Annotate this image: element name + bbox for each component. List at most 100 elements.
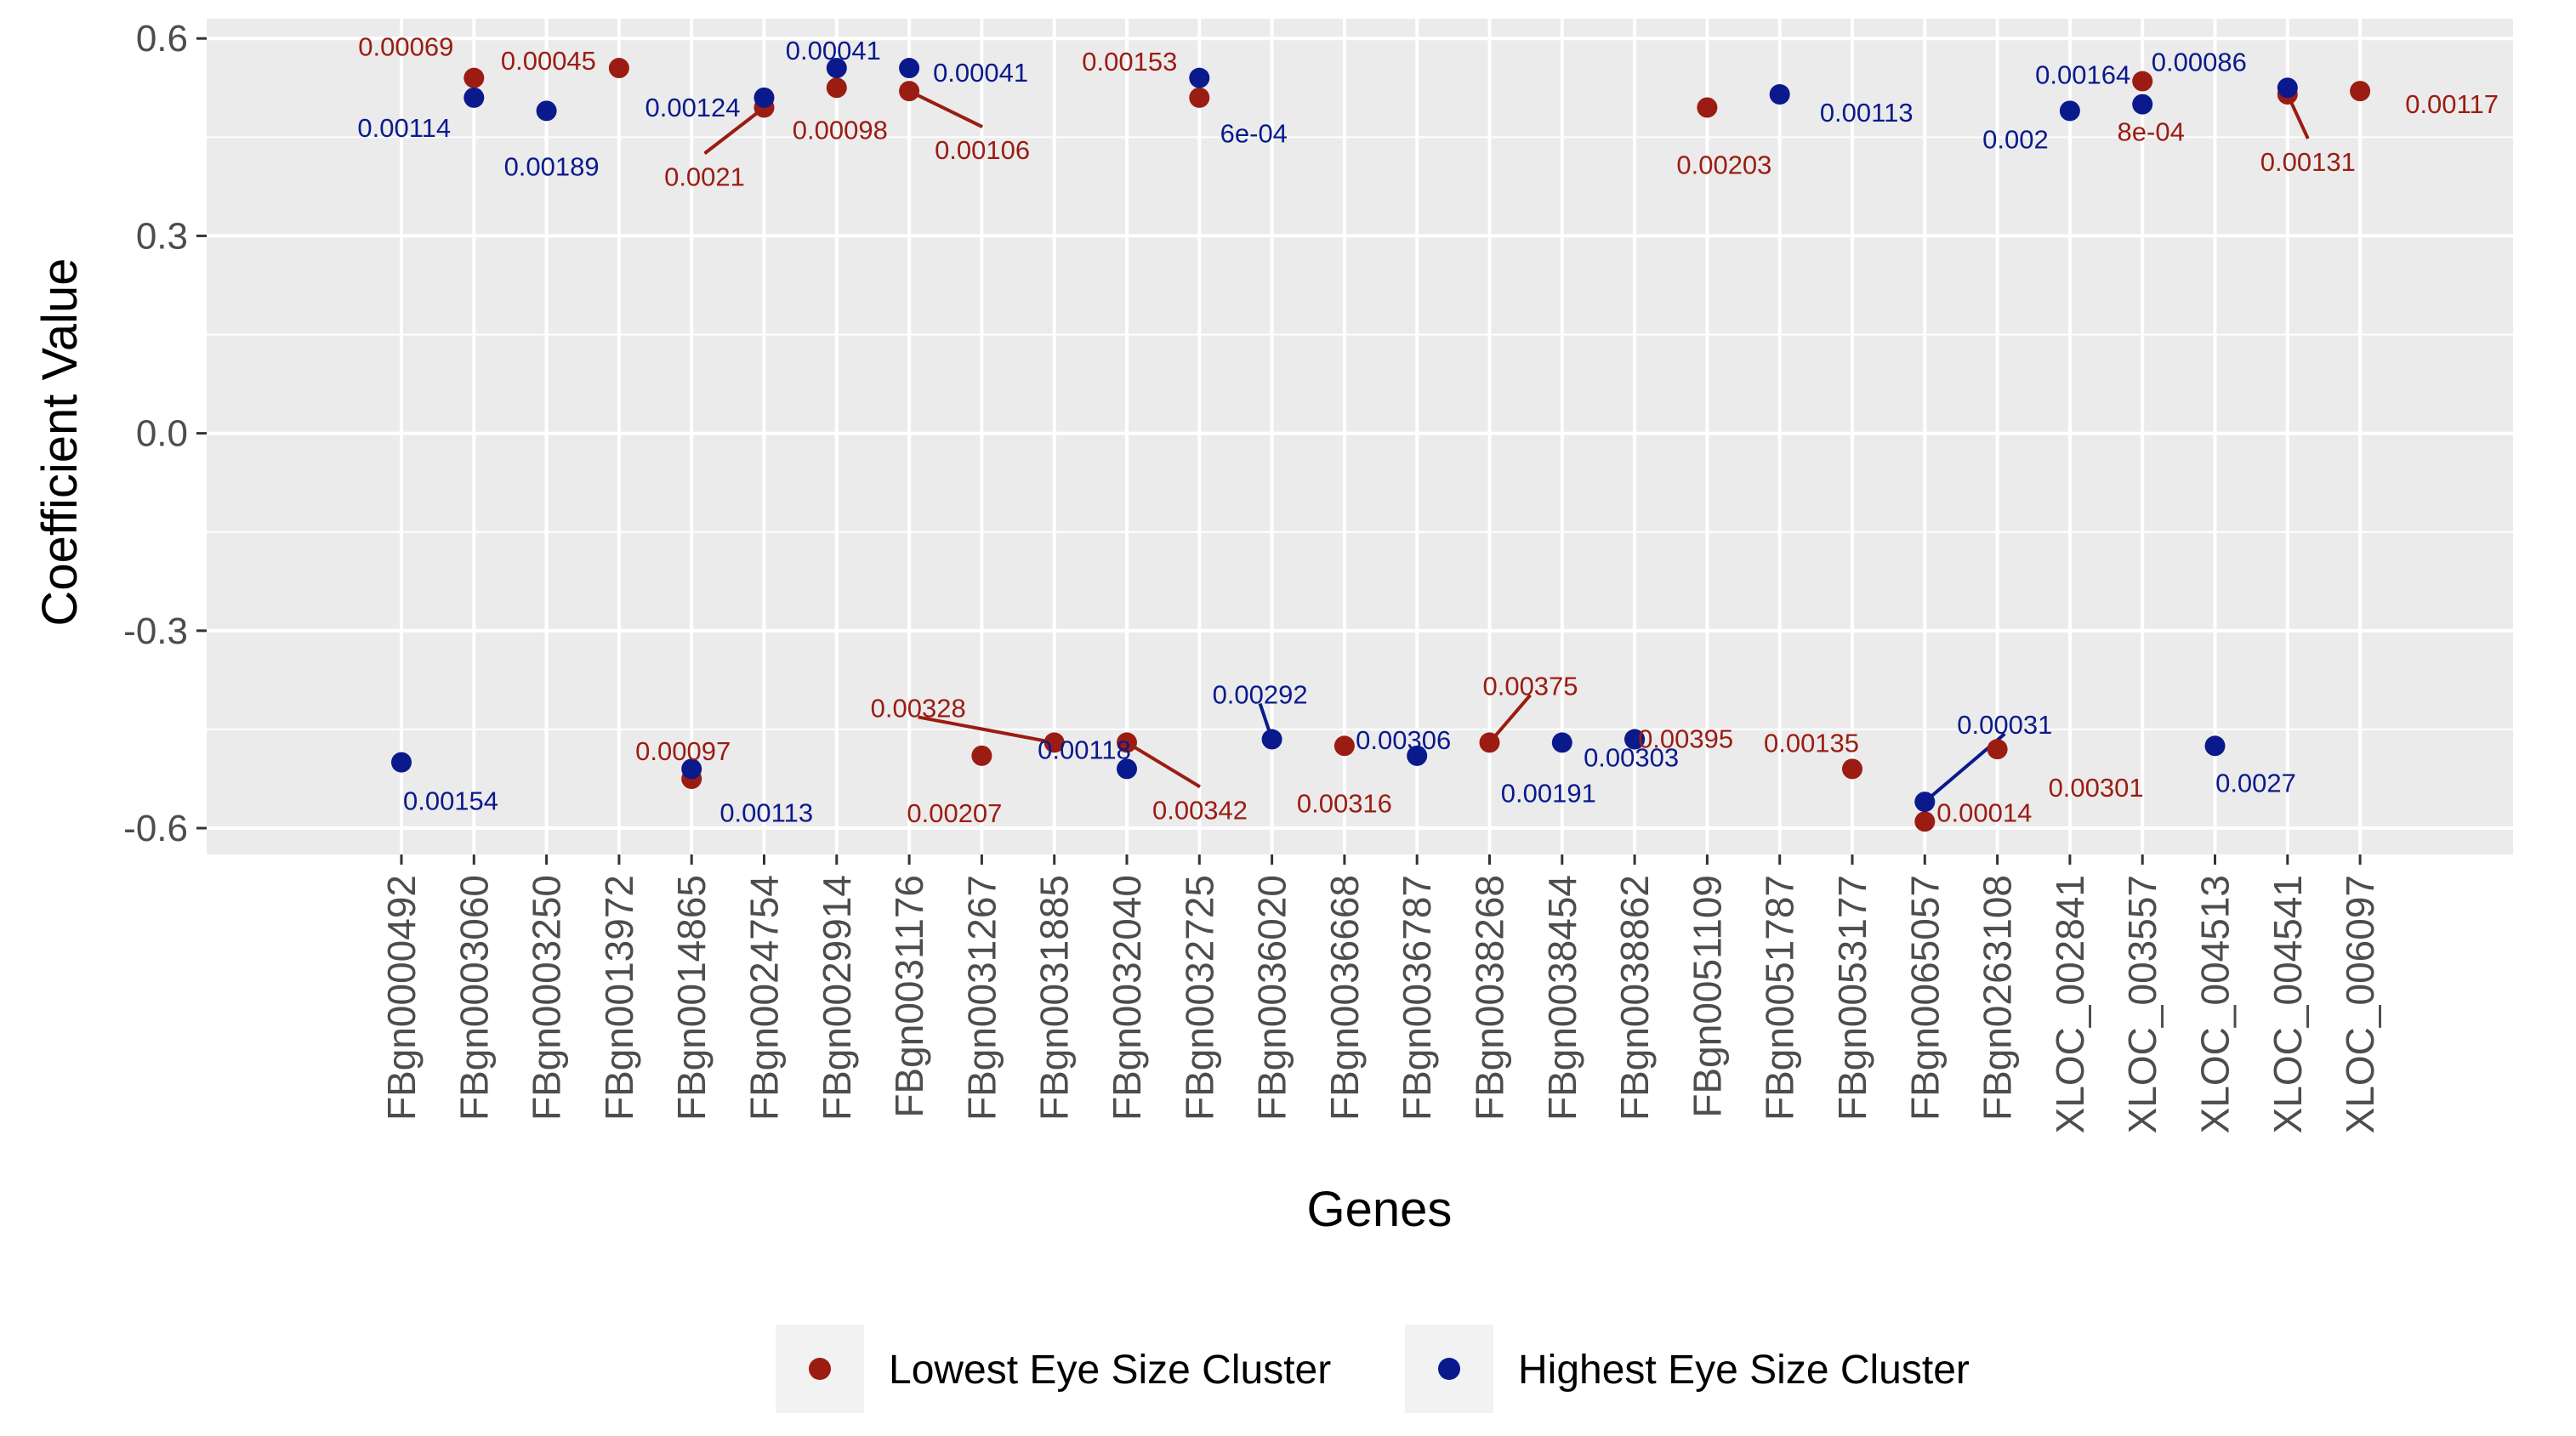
point-label-lowest: 0.00014	[1936, 797, 2032, 827]
scatter-point-highest	[1624, 729, 1646, 750]
scatter-point-highest	[2277, 77, 2298, 99]
point-label-highest: 0.00191	[1501, 778, 1596, 808]
x-tick-label: FBgn0065057	[1902, 875, 1947, 1121]
point-label-highest: 0.00041	[933, 58, 1028, 88]
point-label-lowest: 0.00328	[871, 693, 966, 723]
point-label-lowest: 0.00135	[1764, 728, 1859, 758]
x-axis-title: Genes	[1307, 1182, 1453, 1237]
scatter-point-highest	[1189, 67, 1210, 88]
point-label-highest: 0.00164	[2035, 60, 2130, 90]
scatter-point-lowest	[608, 58, 629, 79]
point-label-lowest: 0.00395	[1638, 724, 1733, 754]
x-tick-label: FBgn0036787	[1395, 875, 1439, 1121]
x-tick-label: FBgn0000492	[379, 875, 424, 1121]
scatter-point-lowest	[1987, 739, 2008, 760]
x-tick-label: FBgn0031267	[959, 875, 1004, 1121]
x-tick-label: FBgn0029914	[815, 875, 859, 1121]
point-label-highest: 0.00113	[719, 797, 813, 827]
point-label-highest: 0.002	[1982, 124, 2049, 154]
point-label-lowest: 0.00131	[2260, 147, 2356, 177]
point-label-lowest: 0.00117	[2405, 89, 2499, 119]
legend-label-highest: Highest Eye Size Cluster	[1518, 1348, 1970, 1393]
x-tick-label: FBgn0003060	[452, 875, 496, 1121]
point-label-lowest: 0.00045	[501, 46, 596, 76]
x-tick-label: FBgn0003250	[525, 875, 569, 1121]
x-tick-label: XLOC_004513	[2193, 875, 2238, 1133]
scatter-point-lowest	[826, 77, 847, 99]
y-tick-label: -0.6	[123, 808, 188, 849]
point-label-highest: 0.00189	[504, 151, 600, 181]
point-label-lowest: 0.00098	[793, 115, 888, 145]
leader-line-lowest	[918, 715, 1055, 745]
point-label-lowest: 8e-04	[2118, 117, 2185, 147]
x-axis: FBgn0000492 FBgn0003060 FBgn0003250 FBgn001…	[379, 854, 2382, 1133]
point-label-lowest: 0.00069	[358, 32, 453, 62]
point-label-highest: 6e-04	[1220, 119, 1288, 149]
x-tick-label: FBgn0053177	[1830, 875, 1874, 1121]
scatter-point-lowest	[463, 67, 485, 88]
scatter-point-highest	[1117, 758, 1137, 780]
scatter-point-highest	[536, 100, 557, 122]
point-label-highest: 0.0027	[2215, 768, 2296, 797]
y-tick-label: 0.6	[136, 18, 188, 60]
legend: Lowest Eye Size Cluster Highest Eye Size…	[776, 1325, 1970, 1413]
scatter-point-highest	[2059, 100, 2080, 122]
legend-label-lowest: Lowest Eye Size Cluster	[889, 1348, 1331, 1393]
point-label-highest: 0.00292	[1213, 680, 1308, 710]
x-tick-label: FBgn0036668	[1322, 875, 1367, 1121]
legend-key-lowest	[809, 1358, 831, 1380]
point-label-lowest: 0.0021	[664, 162, 745, 191]
x-tick-label: FBgn0051787	[1758, 875, 1802, 1121]
scatter-point-highest	[1769, 84, 1790, 105]
x-tick-label: XLOC_006097	[2338, 875, 2382, 1133]
scatter-point-highest	[391, 752, 412, 773]
scatter-point-highest	[1261, 729, 1282, 750]
scatter-point-lowest	[1479, 732, 1500, 753]
scatter-point-highest	[1914, 792, 1936, 813]
point-label-highest: 0.00031	[1957, 710, 2052, 740]
x-tick-label: FBgn0032040	[1105, 875, 1149, 1121]
point-label-lowest: 0.00097	[635, 736, 731, 766]
x-tick-label: FBgn0031176	[887, 875, 931, 1118]
scatter-point-lowest	[899, 81, 920, 102]
scatter-point-lowest	[1914, 811, 1936, 832]
x-tick-label: XLOC_002841	[2048, 875, 2092, 1133]
x-tick-label: FBgn0032725	[1177, 875, 1221, 1121]
scatter-point-highest	[1407, 745, 1428, 766]
y-tick-label: 0.0	[136, 413, 188, 455]
scatter-point-lowest	[1842, 758, 1862, 780]
scatter-point-lowest	[1117, 732, 1137, 753]
x-tick-label: FBgn0038862	[1612, 875, 1657, 1121]
x-tick-label: FBgn0051109	[1685, 875, 1729, 1118]
point-label-highest: 0.00114	[357, 113, 451, 143]
scatter-point-lowest	[2350, 81, 2371, 102]
scatter-point-lowest	[1189, 87, 1210, 108]
grid-lines	[207, 19, 2513, 854]
x-tick-label: FBgn0031885	[1032, 875, 1077, 1121]
plot-panel	[207, 19, 2513, 854]
point-label-lowest: 0.00106	[935, 135, 1030, 165]
y-axis: 0.6 0.3 0.0 -0.3 -0.6	[123, 18, 207, 849]
x-tick-label: FBgn0024754	[742, 875, 787, 1121]
point-label-highest: 0.00118	[1038, 735, 1131, 764]
scatter-point-highest	[463, 87, 485, 108]
scatter-point-highest	[681, 758, 702, 780]
x-tick-label: FBgn0038454	[1540, 875, 1584, 1121]
point-labels: 0.00069 0.00045 0.00097 0.0021 0.00098 0.0010…	[357, 32, 2499, 828]
leader-line-lowest	[1125, 741, 1202, 789]
point-label-highest: 0.00041	[786, 36, 881, 65]
scatter-point-highest	[2132, 94, 2153, 115]
scatter-point-lowest	[1043, 732, 1065, 753]
x-tick-label: FBgn0014865	[669, 875, 714, 1121]
point-label-highest: 0.00113	[1820, 98, 1914, 128]
scatter-point-highest	[1551, 732, 1572, 753]
x-tick-label: FBgn0036020	[1250, 875, 1294, 1121]
point-label-lowest: 0.00207	[907, 798, 1002, 828]
point-label-highest: 0.00154	[403, 786, 498, 816]
leader-line-lowest	[908, 89, 983, 128]
scatter-point-highest	[826, 58, 847, 79]
scatter-point-highest	[2204, 735, 2226, 757]
point-label-lowest: 0.00153	[1082, 47, 1177, 77]
x-tick-label: XLOC_003557	[2120, 875, 2164, 1133]
scatter-point-lowest	[1697, 97, 1718, 118]
